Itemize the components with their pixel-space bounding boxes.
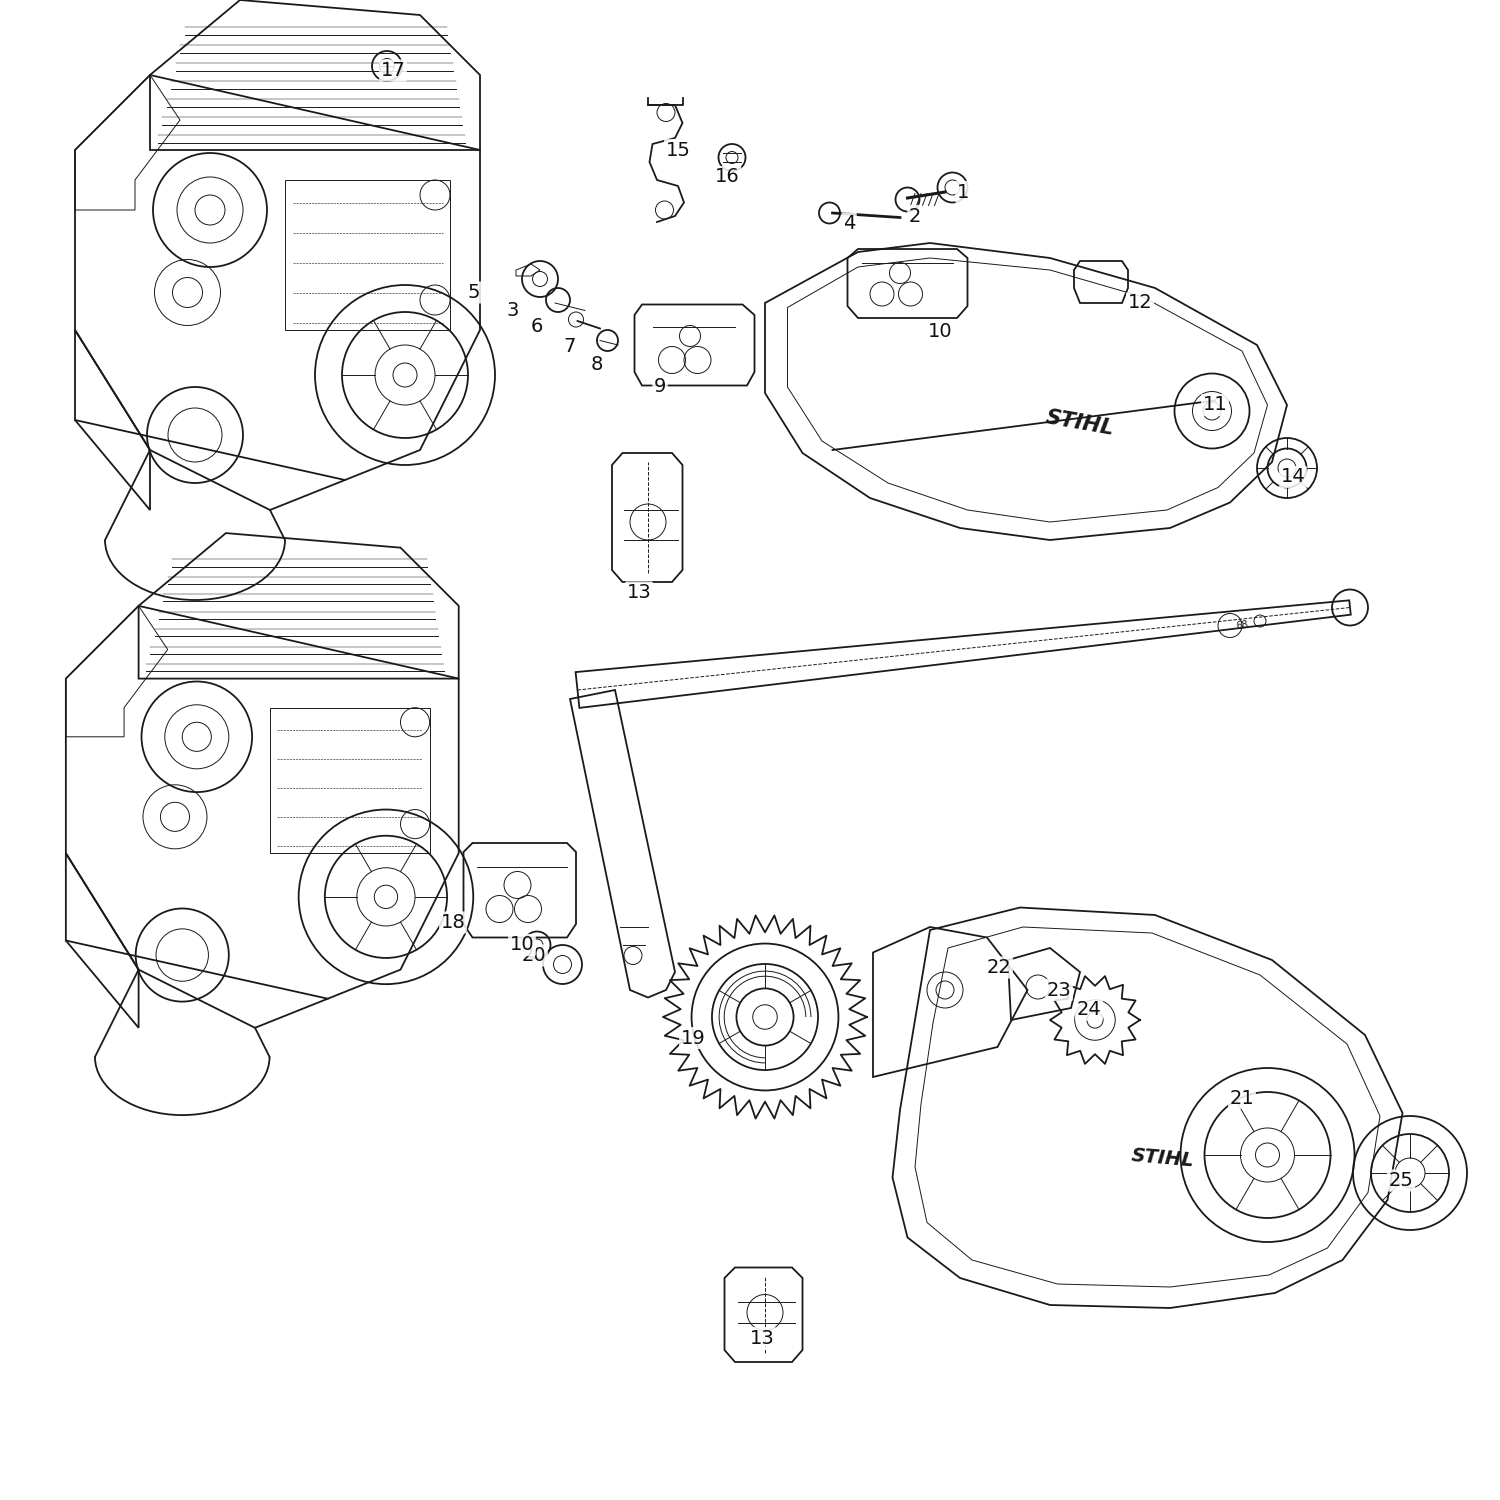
Text: 20: 20 bbox=[522, 946, 546, 964]
Text: 23: 23 bbox=[1047, 981, 1071, 999]
Text: 13: 13 bbox=[627, 584, 651, 602]
Text: 18: 18 bbox=[441, 914, 465, 932]
Text: 17: 17 bbox=[381, 62, 405, 80]
Text: 10: 10 bbox=[510, 936, 534, 954]
Text: 24: 24 bbox=[1077, 1000, 1101, 1018]
Text: 22: 22 bbox=[987, 958, 1011, 976]
Text: 68: 68 bbox=[1236, 620, 1248, 632]
Text: STIHL: STIHL bbox=[1044, 406, 1116, 439]
Text: 16: 16 bbox=[716, 168, 740, 186]
Text: 3: 3 bbox=[507, 302, 519, 320]
Text: 6: 6 bbox=[531, 318, 543, 336]
Text: 25: 25 bbox=[1389, 1172, 1413, 1190]
Text: 7: 7 bbox=[564, 338, 576, 356]
Text: 19: 19 bbox=[681, 1029, 705, 1047]
Text: 21: 21 bbox=[1230, 1089, 1254, 1107]
Text: 4: 4 bbox=[843, 214, 855, 232]
Text: 2: 2 bbox=[909, 207, 921, 225]
Text: 11: 11 bbox=[1203, 396, 1227, 414]
Text: 12: 12 bbox=[1128, 294, 1152, 312]
Text: 10: 10 bbox=[928, 322, 952, 340]
Text: 9: 9 bbox=[654, 378, 666, 396]
Text: 1: 1 bbox=[957, 183, 969, 201]
Text: 13: 13 bbox=[750, 1329, 774, 1347]
Text: 15: 15 bbox=[666, 141, 690, 159]
Text: 14: 14 bbox=[1281, 468, 1305, 486]
Text: STIHL: STIHL bbox=[1130, 1146, 1196, 1170]
Text: 8: 8 bbox=[591, 356, 603, 374]
Text: 5: 5 bbox=[468, 284, 480, 302]
